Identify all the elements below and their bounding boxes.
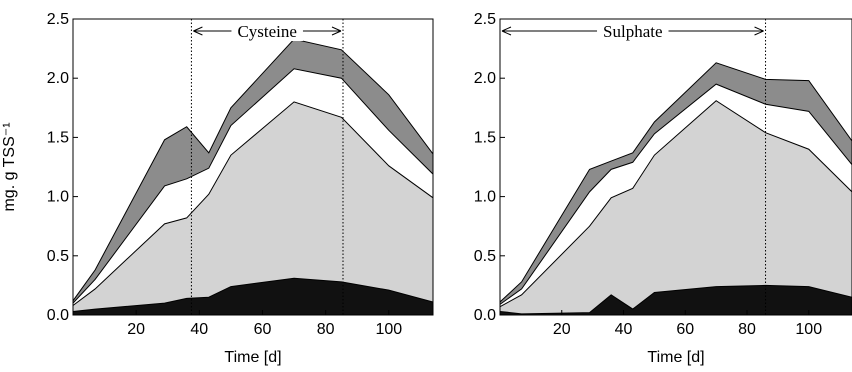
y-tick-label: 1.0 xyxy=(47,189,69,206)
plot-frame xyxy=(499,18,852,316)
y-tick-label: 2.5 xyxy=(474,11,496,28)
annotation-label: Cysteine xyxy=(237,22,297,41)
plot-area xyxy=(500,19,852,315)
sulphate-panel: Sulphate 20 40 60 80 100 0.0 0.5 1.0 1.5 2.0 2.5 Tim… xyxy=(474,11,852,366)
band-top-line xyxy=(500,62,852,303)
annotation-arrow xyxy=(501,21,764,41)
x-tick-label: 20 xyxy=(553,321,571,338)
y-tick-label: 0.5 xyxy=(47,248,69,265)
y-axis-title: mg. g TSS⁻¹ xyxy=(1,122,18,211)
x-tick-label: 100 xyxy=(795,321,822,338)
band-bottom-line xyxy=(73,277,433,312)
band-bottom xyxy=(73,278,433,315)
x-tick-label: 60 xyxy=(676,321,694,338)
x-tick-label: 40 xyxy=(190,321,208,338)
x-tick-label: 80 xyxy=(317,321,335,338)
x-tick-label: 40 xyxy=(615,321,633,338)
x-tick-label: 80 xyxy=(738,321,756,338)
plot-frame xyxy=(72,18,434,316)
cysteine-panel: Cysteine 20 40 60 80 100 0.0 0.5 1.0 1.5 2.0 2.5 Tim… xyxy=(1,11,434,366)
x-axis-title: Time [d] xyxy=(647,349,704,366)
y-tick-label: 2.0 xyxy=(47,70,69,87)
y-tick-label: 2.5 xyxy=(47,11,69,28)
x-tick-label: 20 xyxy=(127,321,145,338)
y-tick-label: 1.5 xyxy=(474,129,496,146)
band-second xyxy=(500,100,852,315)
annotation-arrow xyxy=(193,21,342,41)
y-tick-label: 0.0 xyxy=(474,307,496,324)
plot-area xyxy=(73,19,433,315)
x-axis-title: Time [d] xyxy=(224,349,281,366)
band-second-line xyxy=(500,100,852,308)
x-tick-label: 100 xyxy=(375,321,402,338)
y-tick-label: 1.5 xyxy=(47,129,69,146)
band-second-line xyxy=(73,101,433,306)
annotation-label: Sulphate xyxy=(603,22,663,41)
band-bottom xyxy=(500,285,852,315)
band-third-line xyxy=(500,83,852,305)
y-tick-label: 2.0 xyxy=(474,70,496,87)
x-tick-label: 60 xyxy=(254,321,272,338)
y-tick-label: 1.0 xyxy=(474,189,496,206)
band-bottom-line xyxy=(500,284,852,315)
band-third-line xyxy=(73,68,433,304)
y-tick-label: 0.5 xyxy=(474,248,496,265)
band-top-line xyxy=(73,38,433,302)
y-tick-label: 0.0 xyxy=(47,307,69,324)
